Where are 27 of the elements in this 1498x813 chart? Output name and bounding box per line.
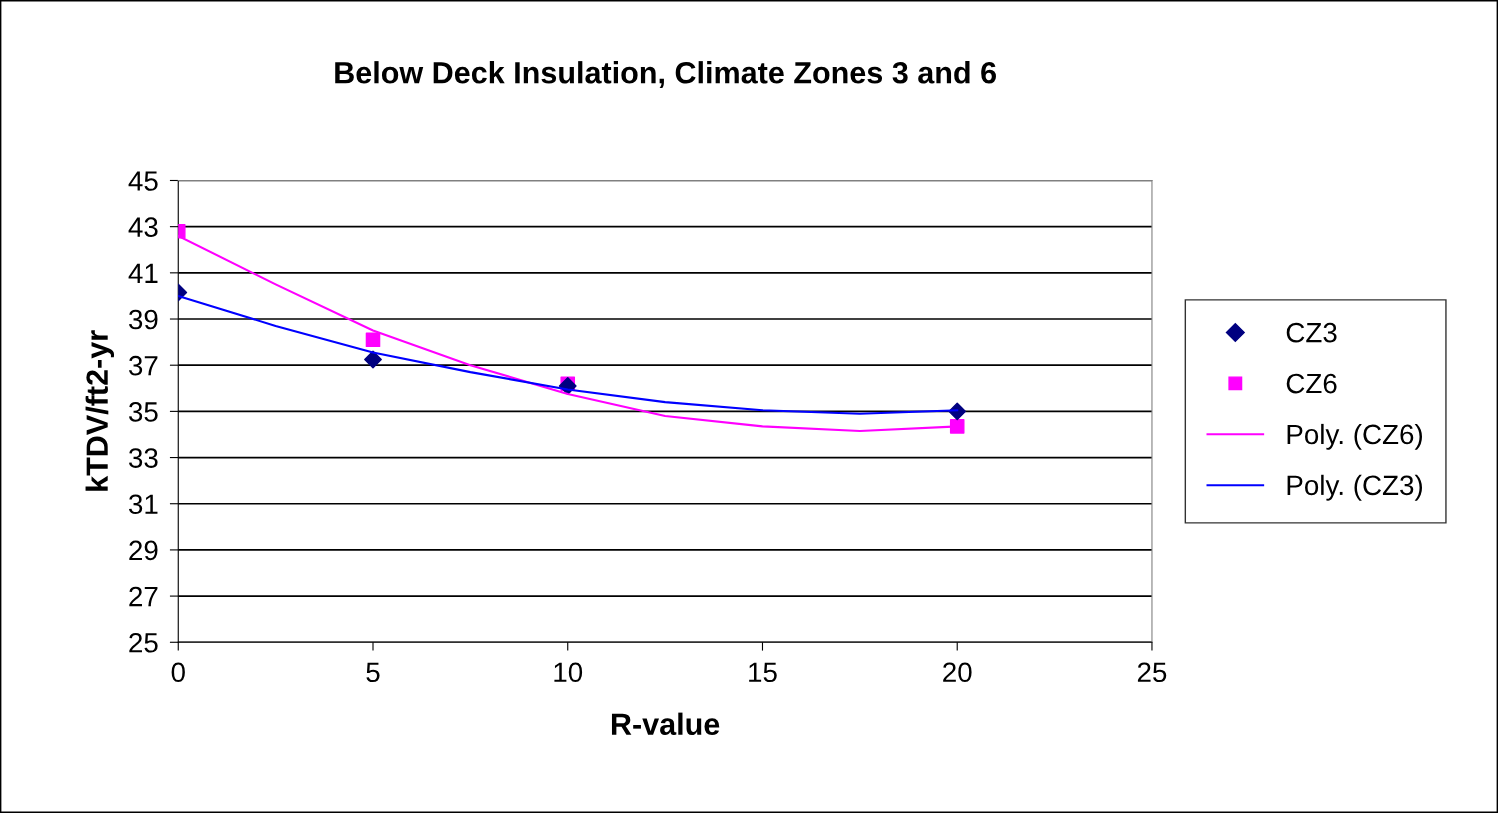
- point: [949, 419, 965, 434]
- point: [364, 350, 382, 369]
- x-tick-label: 15: [749, 662, 777, 683]
- legend-label: Poly. (CZ6): [1287, 423, 1422, 450]
- legend-label: Poly. (CZ3): [1287, 474, 1422, 501]
- y-tick-label: 33: [128, 448, 158, 468]
- y-tick-label: 41: [128, 263, 158, 283]
- x-tick-label: 5: [366, 662, 380, 683]
- y-tick-label: 31: [128, 494, 158, 515]
- x-tick-label: 0: [171, 662, 185, 683]
- point: [365, 332, 381, 348]
- y-tick-label: 27: [129, 586, 158, 607]
- y-tick-label: 45: [128, 171, 158, 191]
- y-tick-label: 25: [129, 632, 158, 653]
- y-tick-label: 39: [128, 309, 158, 330]
- x-tick-label: 25: [1137, 662, 1167, 683]
- legend-label: CZ6: [1286, 373, 1337, 394]
- x-tick-label: 20: [943, 662, 972, 683]
- y-tick-label: 29: [129, 540, 158, 561]
- chart-title: Below Deck Insulation, Climate Zones 3 and 6: [335, 61, 996, 88]
- legend-label: CZ3: [1286, 322, 1337, 343]
- y-tick-label: 37: [128, 355, 158, 376]
- y-tick-label: 35: [128, 402, 158, 422]
- x-axis-title: R-value: [611, 712, 720, 736]
- y-axis-title: kTDV/ft2-yr: [85, 330, 115, 491]
- y-tick-label: 43: [128, 217, 158, 237]
- x-tick-label: 10: [554, 662, 583, 683]
